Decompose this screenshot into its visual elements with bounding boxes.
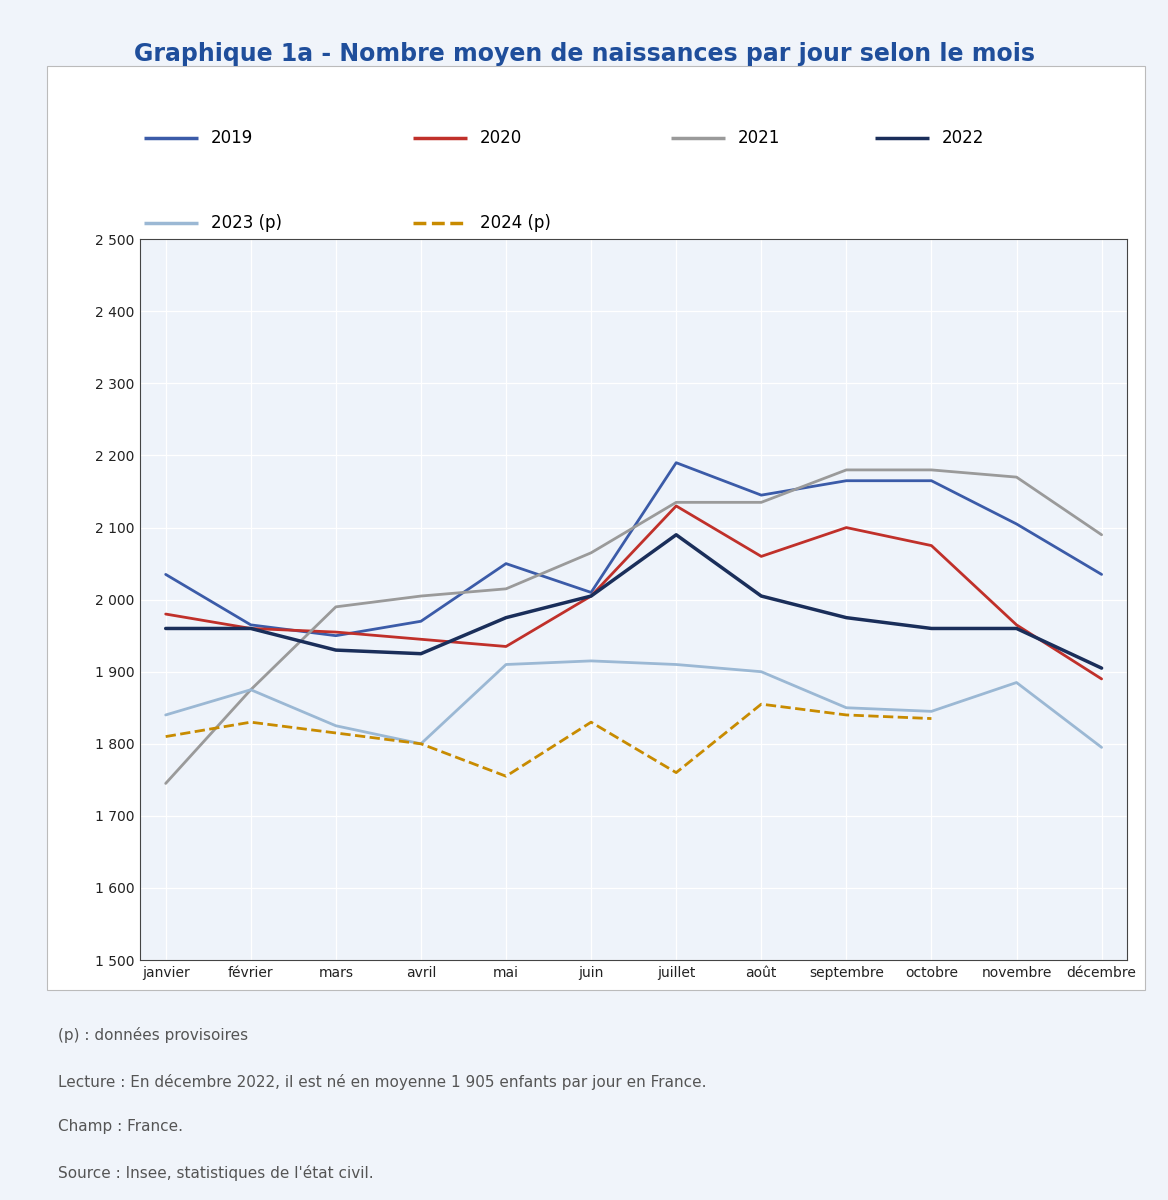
Text: 2021: 2021 <box>737 128 780 146</box>
Text: 2019: 2019 <box>211 128 253 146</box>
Text: Source : Insee, statistiques de l'état civil.: Source : Insee, statistiques de l'état c… <box>57 1165 374 1181</box>
Text: Graphique 1a - Nombre moyen de naissances par jour selon le mois: Graphique 1a - Nombre moyen de naissance… <box>133 42 1035 66</box>
Text: Lecture : En décembre 2022, il est né en moyenne 1 905 enfants par jour en Franc: Lecture : En décembre 2022, il est né en… <box>57 1074 707 1090</box>
Text: 2022: 2022 <box>941 128 985 146</box>
Text: 2020: 2020 <box>480 128 522 146</box>
Text: (p) : données provisoires: (p) : données provisoires <box>57 1027 248 1044</box>
Text: Champ : France.: Champ : France. <box>57 1120 182 1134</box>
Text: 2024 (p): 2024 (p) <box>480 214 550 232</box>
Text: 2023 (p): 2023 (p) <box>211 214 281 232</box>
